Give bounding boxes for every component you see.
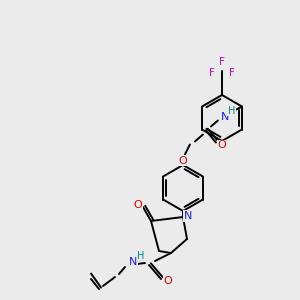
Text: O: O: [134, 200, 142, 210]
Text: O: O: [178, 155, 187, 166]
Text: N: N: [221, 112, 229, 122]
Text: O: O: [164, 276, 172, 286]
Text: N: N: [184, 211, 192, 221]
Text: F: F: [229, 68, 235, 78]
Text: F: F: [209, 68, 215, 78]
Text: H: H: [228, 106, 236, 116]
Text: H: H: [137, 251, 145, 261]
Text: F: F: [219, 57, 225, 67]
Text: O: O: [218, 140, 226, 151]
Text: N: N: [129, 257, 137, 267]
